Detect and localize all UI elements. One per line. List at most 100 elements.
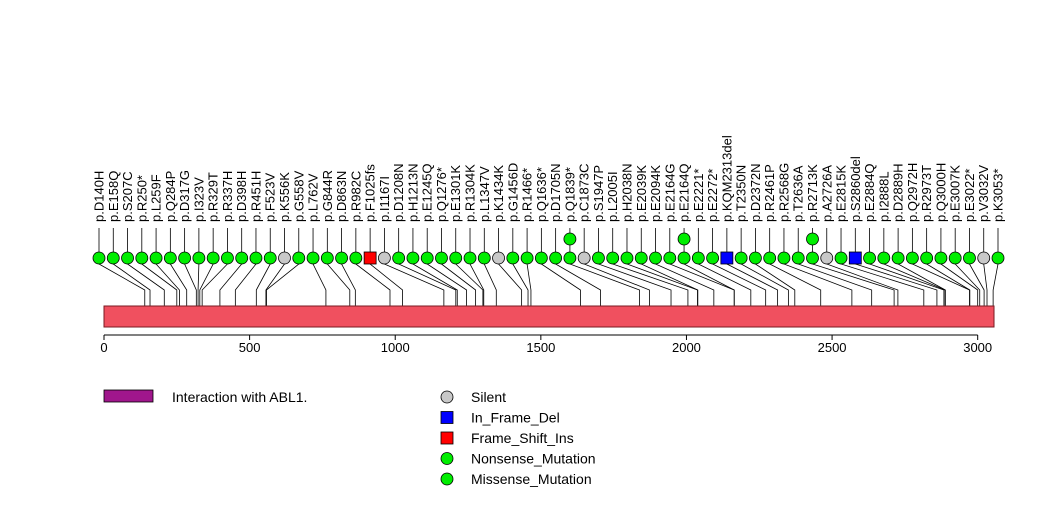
mutation-stem [169, 228, 188, 306]
mutation-marker-p-f1025fs [363, 251, 377, 265]
mutation-marker-p-r329t [206, 251, 220, 265]
mutation-marker-p-g844r [320, 251, 334, 265]
mutation-marker-p-e1245q [420, 251, 434, 265]
mutation-marker-p-e2815k [834, 251, 848, 265]
mutation-label: p.I1167I [377, 176, 392, 222]
mutation-marker-p-g558v [292, 251, 306, 265]
mutation-label: p.D398H [234, 171, 249, 222]
mutation-label: p.L1347V [477, 166, 492, 222]
mutation-stem [783, 228, 853, 306]
mutation-stem [127, 228, 165, 306]
mutation-label: p.E3022* [962, 169, 977, 223]
mutation-marker-p-r337h [221, 251, 234, 265]
mutation-stem [98, 228, 146, 306]
mutation-label: p.Q1839* [562, 167, 577, 222]
mutation-marker-p-r2973t [920, 251, 934, 265]
legend-symbol-missense-mutation [440, 472, 454, 486]
mutation-label: p.E1301K [448, 165, 463, 222]
mutation-stem [441, 228, 477, 306]
mutation-marker-p-t2636a [791, 251, 805, 265]
mutation-label: p.E3007K [948, 165, 963, 222]
x-tick-label: 0 [100, 340, 107, 355]
domain-legend-swatch [103, 389, 154, 403]
mutation-stem [398, 228, 457, 306]
mutation-label: p.Q1276* [434, 167, 449, 222]
mutation-marker-p-r2713k [806, 232, 819, 246]
legend-label-nonsense-mutation: Nonsense_Mutation [471, 451, 596, 467]
mutation-marker-p-l2005i [606, 251, 620, 265]
mutation-label: p.G844R [320, 170, 335, 222]
mutation-label: p.E1245Q [420, 163, 435, 222]
mutation-stem [197, 228, 200, 306]
mutation-stem [383, 228, 445, 306]
mutation-label: p.L762V [306, 173, 321, 222]
mutation-label: p.E2815K [834, 165, 849, 222]
mutation-marker-p-k3053 [991, 251, 1005, 265]
mutation-stem [992, 228, 999, 306]
mutation-stem [926, 228, 971, 306]
mutation-marker-p-e2221 [691, 251, 705, 265]
mutation-stem [255, 228, 271, 306]
mutation-marker-p-q3000h [934, 251, 948, 265]
mutation-marker-p-kqm2313del [720, 251, 734, 265]
mutation-label: p.I323V [191, 177, 206, 222]
mutation-label: p.G1456D [505, 163, 520, 222]
mutation-label: p.Q2972H [905, 163, 920, 222]
mutation-marker-p-a2726a [820, 251, 834, 265]
mutation-markers [92, 232, 1005, 265]
mutation-marker-p-e2884q [863, 251, 876, 265]
legend-symbol-frame-shift-ins [440, 431, 454, 445]
mutation-stem [655, 228, 715, 306]
mutation-label: p.H2038N [619, 163, 634, 222]
mutation-label: p.D317G [177, 170, 192, 222]
mutation-marker-p-t2350n [734, 251, 748, 265]
mutation-marker-p-q284p [163, 251, 177, 265]
mutation-stem [455, 228, 484, 306]
mutation-label: p.D2372N [748, 163, 763, 222]
legend-symbol-in-frame-del [440, 411, 454, 424]
protein-bar [103, 305, 995, 328]
mutation-label: p.R982C [348, 171, 363, 222]
mutation-label: p.E2221* [691, 169, 706, 223]
mutation-stem [326, 228, 351, 306]
mutation-marker-p-d398h [235, 251, 249, 265]
mutation-stem [266, 228, 300, 306]
mutation-marker-p-d2372n [749, 251, 762, 265]
mutation-label: p.D1705N [548, 163, 563, 222]
mutation-label: p.R1466* [520, 168, 535, 222]
mutation-stem [112, 228, 151, 306]
mutation-stem [797, 228, 873, 306]
mutation-marker-p-h2038n [620, 251, 634, 265]
mutation-marker-p-e2094k [649, 251, 662, 265]
mutation-stem [184, 228, 197, 306]
mutation-stem [199, 228, 214, 306]
mutation-label: p.E2272* [705, 169, 720, 223]
mutation-stem [726, 228, 779, 306]
mutation-stem [219, 228, 243, 306]
mutation-marker-p-f523v [263, 251, 277, 265]
mutation-marker-p-q1276 [435, 251, 448, 265]
mutation-marker-p-d317g [178, 251, 192, 265]
mutation-label: p.H1213N [405, 163, 420, 222]
mutation-marker-p-r2568g [777, 251, 791, 265]
mutation-stem [526, 228, 532, 306]
mutation-label: p.K3053* [991, 169, 1006, 223]
legend-symbol-silent [440, 390, 454, 404]
mutation-label: p.Q284P [163, 171, 178, 222]
mutation-marker-p-h1213n [406, 251, 420, 265]
mutation-marker-p-e2039k [634, 251, 648, 265]
mutation-label: p.Q1636* [534, 167, 549, 222]
mutation-label: p.E2039K [634, 165, 649, 222]
mutation-label: p.R2973T [919, 165, 934, 222]
mutation-label: p.E2164G [662, 163, 677, 222]
mutation-label: p.S1947P [591, 165, 606, 222]
mutation-stem [854, 228, 938, 306]
mutation-marker-p-e3022 [963, 251, 976, 265]
mutation-marker-p-c1873c [577, 251, 591, 265]
mutation-label: p.D140H [92, 171, 107, 222]
mutation-stem [155, 228, 180, 306]
mutation-label: p.K556K [277, 172, 292, 222]
mutation-stem [740, 228, 789, 306]
mutation-label: p.E158Q [106, 171, 121, 222]
